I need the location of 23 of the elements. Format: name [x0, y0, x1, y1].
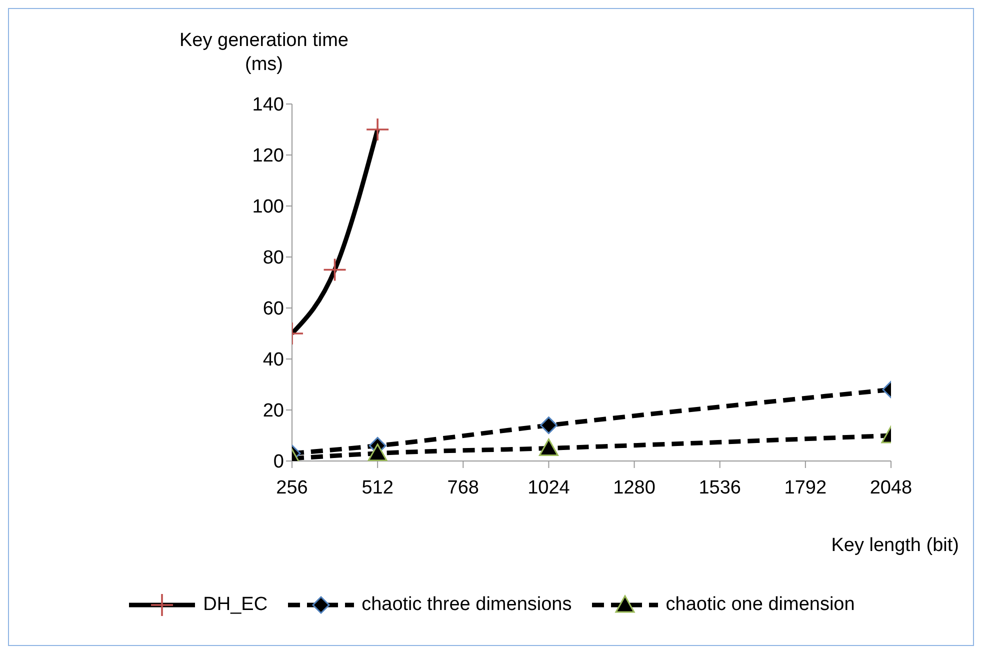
point — [538, 438, 558, 456]
point — [368, 444, 388, 461]
x-tick-label: 768 — [447, 477, 479, 498]
x-axis-title: Key length (bit) — [831, 535, 959, 557]
y-tick-label: 140 — [252, 94, 284, 116]
x-tick-label: 1024 — [528, 477, 570, 498]
x-tick-label: 1280 — [613, 477, 656, 498]
y-axis-title: Key generation time (ms) — [178, 29, 350, 77]
x-tick-label: 2048 — [870, 477, 912, 498]
y-tick-label: 60 — [262, 298, 284, 320]
y-tick-label: 80 — [262, 248, 284, 269]
y-tick-label: 100 — [252, 196, 284, 218]
x-tick-label: 512 — [362, 477, 394, 498]
y-tick-label: 120 — [252, 146, 284, 167]
legend-label: chaotic three dimensions — [362, 594, 572, 616]
legend-label: DH_EC — [203, 594, 268, 616]
y-tick-label: 40 — [262, 350, 284, 371]
y-tick-label: 0 — [273, 452, 284, 473]
x-tick-label: 256 — [276, 477, 308, 498]
x-tick-label: 1792 — [784, 477, 827, 498]
legend-label: chaotic one dimension — [666, 594, 855, 616]
x-tick-label: 1536 — [698, 477, 741, 498]
y-tick-label: 20 — [262, 400, 284, 422]
